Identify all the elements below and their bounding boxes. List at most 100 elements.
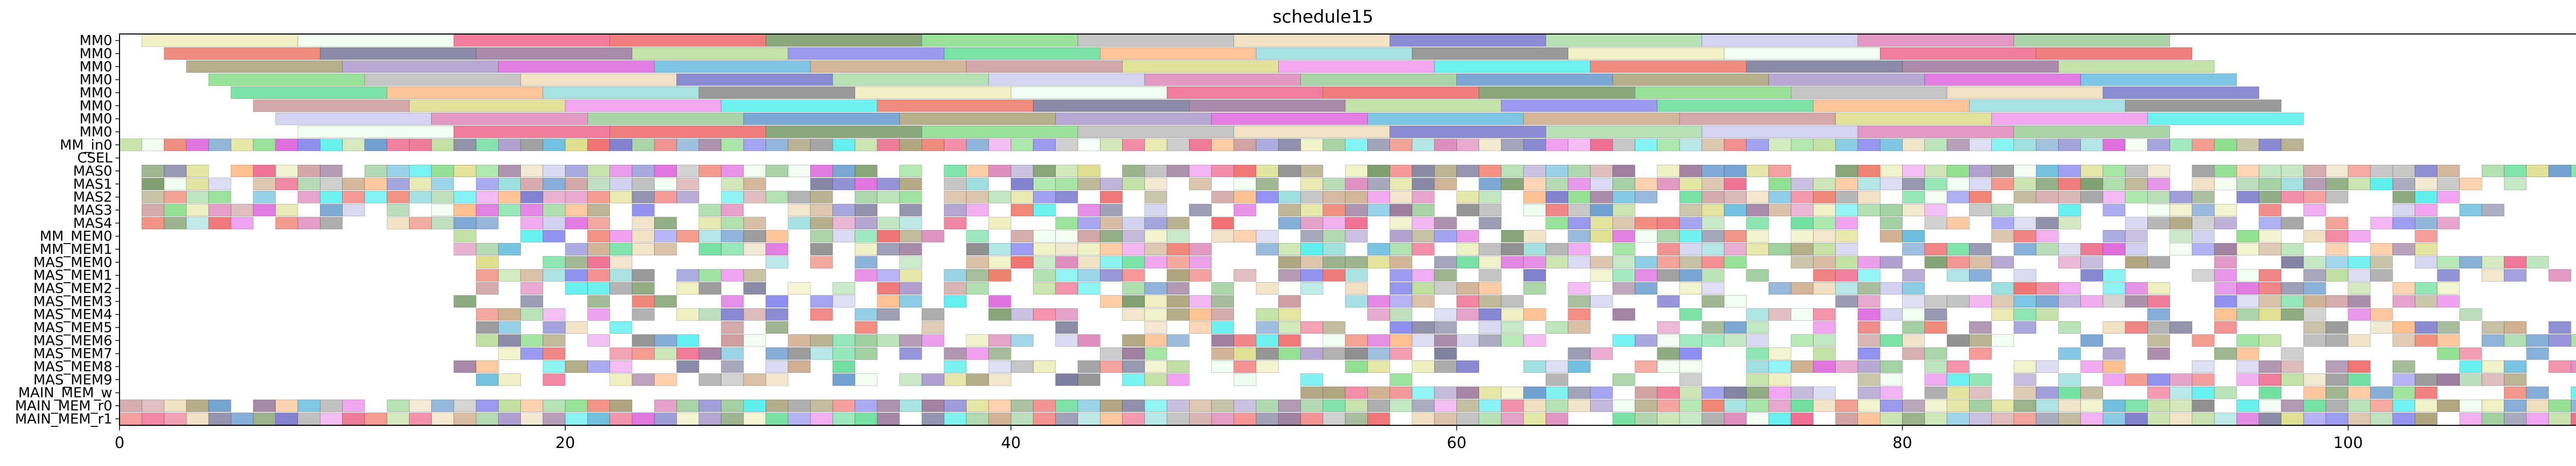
gantt-bar-task [2504, 178, 2527, 191]
gantt-bar-task [632, 165, 655, 177]
gantt-bar-task [1701, 204, 1724, 216]
gantt-bar-task [2125, 400, 2148, 412]
gantt-bar-task [431, 400, 454, 412]
gantt-bar-task [565, 139, 588, 151]
gantt-bar-task [1879, 308, 1903, 321]
gantt-bar-task [1144, 191, 1167, 203]
gantt-bar-task [1479, 400, 1502, 412]
gantt-bar-task [453, 412, 477, 425]
gantt-bar-task [1345, 165, 1368, 177]
gantt-bar-task [2170, 373, 2193, 386]
gantt-bar-task [1412, 204, 1435, 216]
gantt-bar-task [1946, 295, 1970, 308]
gantt-bar-task [721, 308, 744, 321]
gantt-bar-task [2103, 373, 2126, 386]
gantt-bar-task [253, 204, 276, 216]
gantt-bar-task [1434, 308, 1457, 321]
gantt-bar-task [609, 230, 633, 243]
gantt-bar-task [1924, 178, 1947, 191]
gantt-bar-task [1010, 204, 1033, 216]
gantt-bar-task [2303, 165, 2326, 177]
row-label: MAS2 [73, 189, 112, 205]
gantt-bar-task [832, 282, 855, 295]
gantt-bar-task [1055, 400, 1078, 412]
gantt-bar-task [2326, 178, 2348, 191]
gantt-bar-task [2192, 191, 2215, 203]
gantt-bar-task [1300, 269, 1324, 282]
gantt-bar-task [2058, 373, 2081, 386]
gantt-bar-task [2259, 386, 2282, 399]
gantt-bar-task [1969, 256, 1992, 269]
gantt-bar-task [1010, 256, 1033, 269]
gantt-bar-mm [632, 47, 788, 60]
gantt-bar-task [1501, 165, 1524, 177]
gantt-bar-task [1077, 230, 1100, 243]
gantt-bar-task [1010, 139, 1033, 151]
gantt-bar-task [2437, 321, 2460, 334]
gantt-bar-task [543, 204, 566, 216]
gantt-bar-task [2170, 230, 2193, 243]
gantt-bar-task [1546, 386, 1568, 399]
gantt-bar-task [721, 204, 744, 216]
gantt-bar-task [721, 400, 744, 412]
gantt-bar-task [275, 400, 298, 412]
gantt-bar-task [2147, 334, 2170, 347]
gantt-bar-task [1857, 269, 1880, 282]
gantt-bar-task [766, 256, 788, 269]
row-label: MM0 [79, 59, 112, 75]
gantt-bar-task [988, 269, 1011, 282]
gantt-bar-task [1122, 347, 1145, 360]
gantt-bar-task [565, 178, 588, 191]
gantt-bar-task [1389, 295, 1413, 308]
gantt-bar-task [1679, 204, 1702, 216]
gantt-bar-task [1835, 178, 1858, 191]
gantt-bar-task [1055, 334, 1078, 347]
gantt-bar-task [1166, 412, 1190, 425]
gantt-bar-task [453, 191, 477, 203]
gantt-bar-mm [1099, 47, 1257, 60]
gantt-bar-task [1300, 165, 1324, 177]
gantt-bar-task [431, 139, 454, 151]
gantt-bar-task [1323, 178, 1346, 191]
gantt-bar-task [2415, 217, 2437, 230]
gantt-bar-task [520, 400, 544, 412]
gantt-bar-task [966, 269, 989, 282]
gantt-bar-task [2392, 334, 2415, 347]
gantt-bar-mm [141, 34, 298, 47]
gantt-bar-task [2214, 282, 2237, 295]
row-label: MM0 [79, 85, 112, 101]
gantt-bar-task [944, 373, 967, 386]
gantt-bar-task [1166, 165, 1190, 177]
gantt-bar-task [988, 347, 1011, 360]
gantt-bar-task [2415, 295, 2437, 308]
gantt-bar-task [743, 139, 766, 151]
gantt-bar-task [855, 191, 878, 203]
gantt-bar-task [1456, 412, 1479, 425]
gantt-bar-task [1590, 139, 1613, 151]
gantt-bar-task [2058, 386, 2081, 399]
gantt-bar-task [2326, 269, 2348, 282]
gantt-bar-task [565, 217, 588, 230]
gantt-bar-task [1501, 386, 1524, 399]
gantt-bar-task [899, 269, 922, 282]
gantt-bar-mm [1746, 60, 1903, 73]
row-label: MAS0 [73, 163, 112, 179]
gantt-bar-task [743, 334, 766, 347]
gantt-bar-task [1345, 269, 1368, 282]
gantt-bar-task [2548, 321, 2571, 334]
gantt-bar-task [320, 178, 343, 191]
gantt-bar-task [2281, 178, 2304, 191]
gantt-bar-task [164, 178, 187, 191]
gantt-bar-task [1946, 373, 1970, 386]
gantt-bar-task [2526, 400, 2549, 412]
gantt-bar-task [2036, 295, 2059, 308]
gantt-bar-task [1099, 360, 1123, 373]
gantt-bar-task [1323, 243, 1346, 255]
gantt-bar-task [1857, 178, 1880, 191]
gantt-bar-task [587, 243, 610, 255]
gantt-bar-task [2125, 295, 2148, 308]
gantt-bar-task [1857, 334, 1880, 347]
gantt-bar-task [721, 139, 744, 151]
gantt-bar-task [1635, 178, 1658, 191]
